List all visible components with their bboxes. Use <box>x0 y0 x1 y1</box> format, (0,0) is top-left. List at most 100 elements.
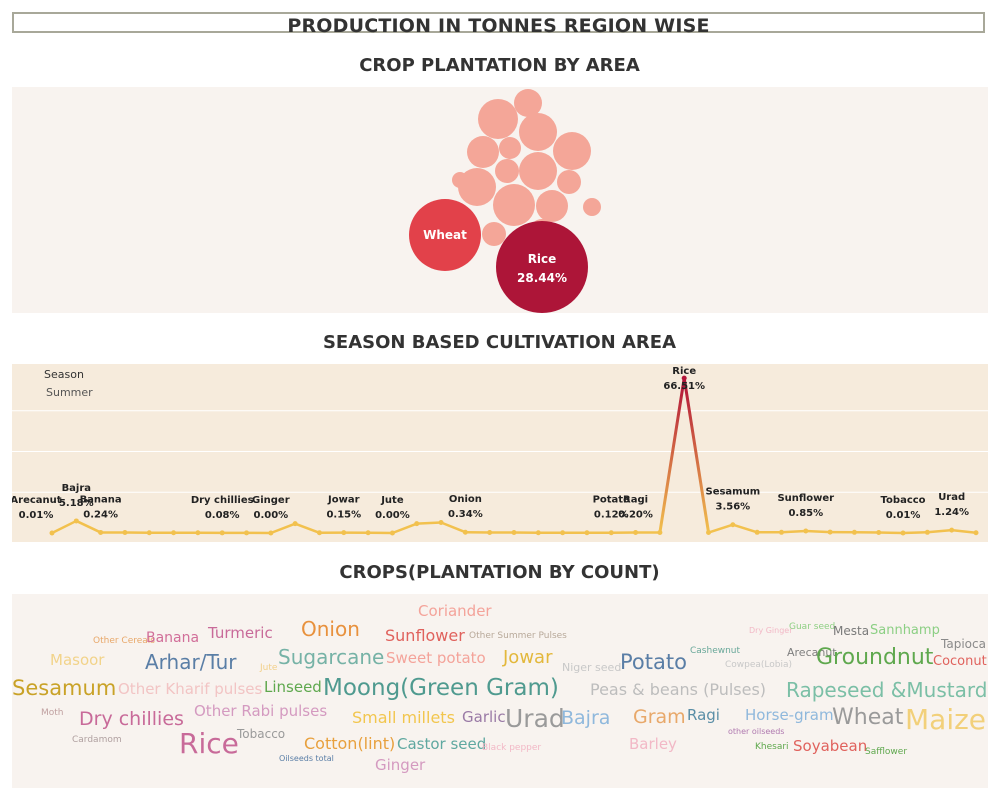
line-point-38[interactable] <box>973 530 979 536</box>
word-cotton-lint[interactable]: Cotton(lint) <box>304 734 396 753</box>
line-point-11[interactable] <box>316 530 322 536</box>
word-safflower[interactable]: Safflower <box>865 747 908 757</box>
word-tobacco[interactable]: Tobacco <box>237 727 286 741</box>
line-point-33[interactable] <box>851 529 857 535</box>
line-point-20[interactable] <box>535 530 541 536</box>
word-cowpea-lobia[interactable]: Cowpea(Lobia) <box>725 660 793 670</box>
line-point-22[interactable] <box>584 530 590 536</box>
bubble-13[interactable] <box>482 222 506 246</box>
word-rice[interactable]: Rice <box>179 727 239 760</box>
bubble-wheat[interactable] <box>409 199 481 271</box>
line-point-13[interactable] <box>365 530 371 536</box>
word-guar-seed[interactable]: Guar seed <box>789 622 836 632</box>
word-garlic[interactable]: Garlic <box>462 708 506 726</box>
word-other-kharif-pulses[interactable]: Other Kharif pulses <box>118 680 263 698</box>
bubble-8[interactable] <box>495 159 519 183</box>
line-point-15[interactable] <box>414 521 420 527</box>
word-sweet-potato[interactable]: Sweet potato <box>386 649 486 667</box>
word-arhar-tur[interactable]: Arhar/Tur <box>145 650 237 674</box>
word-gram[interactable]: Gram <box>633 706 686 728</box>
word-moth[interactable]: Moth <box>41 708 64 718</box>
word-coriander[interactable]: Coriander <box>418 602 492 620</box>
line-point-36[interactable] <box>924 529 930 535</box>
word-tapioca[interactable]: Tapioca <box>941 637 986 651</box>
line-point-29[interactable] <box>754 529 760 535</box>
bubble-16[interactable] <box>583 198 601 216</box>
word-urad[interactable]: Urad <box>505 704 565 733</box>
line-point-4[interactable] <box>146 530 152 536</box>
bubble-3[interactable] <box>519 113 557 151</box>
line-point-2[interactable] <box>98 529 104 535</box>
line-point-31[interactable] <box>803 528 809 534</box>
word-horse-gram[interactable]: Horse-gram <box>745 706 834 724</box>
word-mesta[interactable]: Mesta <box>833 624 870 638</box>
line-point-17[interactable] <box>462 529 468 535</box>
word-castor-seed[interactable]: Castor seed <box>397 735 487 753</box>
word-turmeric[interactable]: Turmeric <box>208 624 273 642</box>
word-onion[interactable]: Onion <box>301 617 360 641</box>
word-ragi[interactable]: Ragi <box>687 706 720 724</box>
word-khesari[interactable]: Khesari <box>755 742 789 752</box>
line-point-5[interactable] <box>171 530 177 536</box>
word-linseed[interactable]: Linseed <box>264 678 322 696</box>
line-point-6[interactable] <box>195 530 201 536</box>
line-point-37[interactable] <box>949 527 955 533</box>
word-jute[interactable]: Jute <box>260 663 278 673</box>
word-barley[interactable]: Barley <box>629 735 677 753</box>
word-other-oilseeds[interactable]: other oilseeds <box>728 727 785 736</box>
word-ginger[interactable]: Ginger <box>375 756 426 774</box>
line-point-19[interactable] <box>511 530 517 536</box>
line-point-0[interactable] <box>49 530 55 536</box>
line-point-9[interactable] <box>268 530 274 536</box>
word-jowar[interactable]: Jowar <box>503 647 553 668</box>
word-sugarcane[interactable]: Sugarcane <box>278 645 385 669</box>
line-point-16[interactable] <box>438 520 444 526</box>
word-oilseeds-total[interactable]: Oilseeds total <box>279 754 334 763</box>
word-other-summer-pulses[interactable]: Other Summer Pulses <box>469 631 567 641</box>
line-point-1[interactable] <box>73 518 79 524</box>
bubble-1[interactable] <box>514 89 542 117</box>
word-cashewnut[interactable]: Cashewnut <box>690 646 741 656</box>
line-point-34[interactable] <box>876 530 882 536</box>
word-sannhamp[interactable]: Sannhamp <box>870 623 940 638</box>
line-point-7[interactable] <box>219 530 225 536</box>
line-point-8[interactable] <box>244 530 250 536</box>
legend-value[interactable]: Summer <box>46 386 93 399</box>
line-point-28[interactable] <box>730 522 736 528</box>
line-point-14[interactable] <box>389 530 395 536</box>
bubble-6[interactable] <box>553 132 591 170</box>
line-point-21[interactable] <box>560 530 566 536</box>
word-groundnut[interactable]: Groundnut <box>816 645 934 670</box>
line-point-18[interactable] <box>487 530 493 536</box>
word-coconut[interactable]: Coconut <box>933 654 987 669</box>
word-masoor[interactable]: Masoor <box>50 651 105 669</box>
bubble-2[interactable] <box>478 99 518 139</box>
word-banana[interactable]: Banana <box>146 630 200 646</box>
bubble-5[interactable] <box>499 137 521 159</box>
word-dry-ginger[interactable]: Dry Ginger <box>749 626 793 635</box>
line-point-24[interactable] <box>633 530 639 536</box>
line-point-26[interactable] <box>681 375 687 381</box>
word-small-millets[interactable]: Small millets <box>352 708 455 727</box>
bubble-7[interactable] <box>519 152 557 190</box>
line-point-32[interactable] <box>827 529 833 535</box>
word-rapeseed-mustard[interactable]: Rapeseed &Mustard <box>786 678 988 702</box>
line-point-27[interactable] <box>706 530 712 536</box>
word-bajra[interactable]: Bajra <box>561 707 611 729</box>
word-sesamum[interactable]: Sesamum <box>12 676 117 700</box>
word-potato[interactable]: Potato <box>620 650 687 674</box>
word-dry-chillies[interactable]: Dry chillies <box>79 708 184 730</box>
line-point-35[interactable] <box>900 530 906 536</box>
word-maize[interactable]: Maize <box>905 703 987 736</box>
line-point-12[interactable] <box>341 530 347 536</box>
word-other-cereals[interactable]: Other Cereals <box>93 636 155 646</box>
word-arecanut[interactable]: Arecanut <box>787 646 837 659</box>
word-cardamom[interactable]: Cardamom <box>72 735 122 745</box>
line-point-25[interactable] <box>657 530 663 536</box>
word-sunflower[interactable]: Sunflower <box>385 626 465 645</box>
word-wheat[interactable]: Wheat <box>832 705 904 730</box>
word-peas-beans-pulses[interactable]: Peas & beans (Pulses) <box>590 680 767 699</box>
line-point-10[interactable] <box>292 521 298 527</box>
bubble-10[interactable] <box>557 170 581 194</box>
line-point-23[interactable] <box>608 530 614 536</box>
